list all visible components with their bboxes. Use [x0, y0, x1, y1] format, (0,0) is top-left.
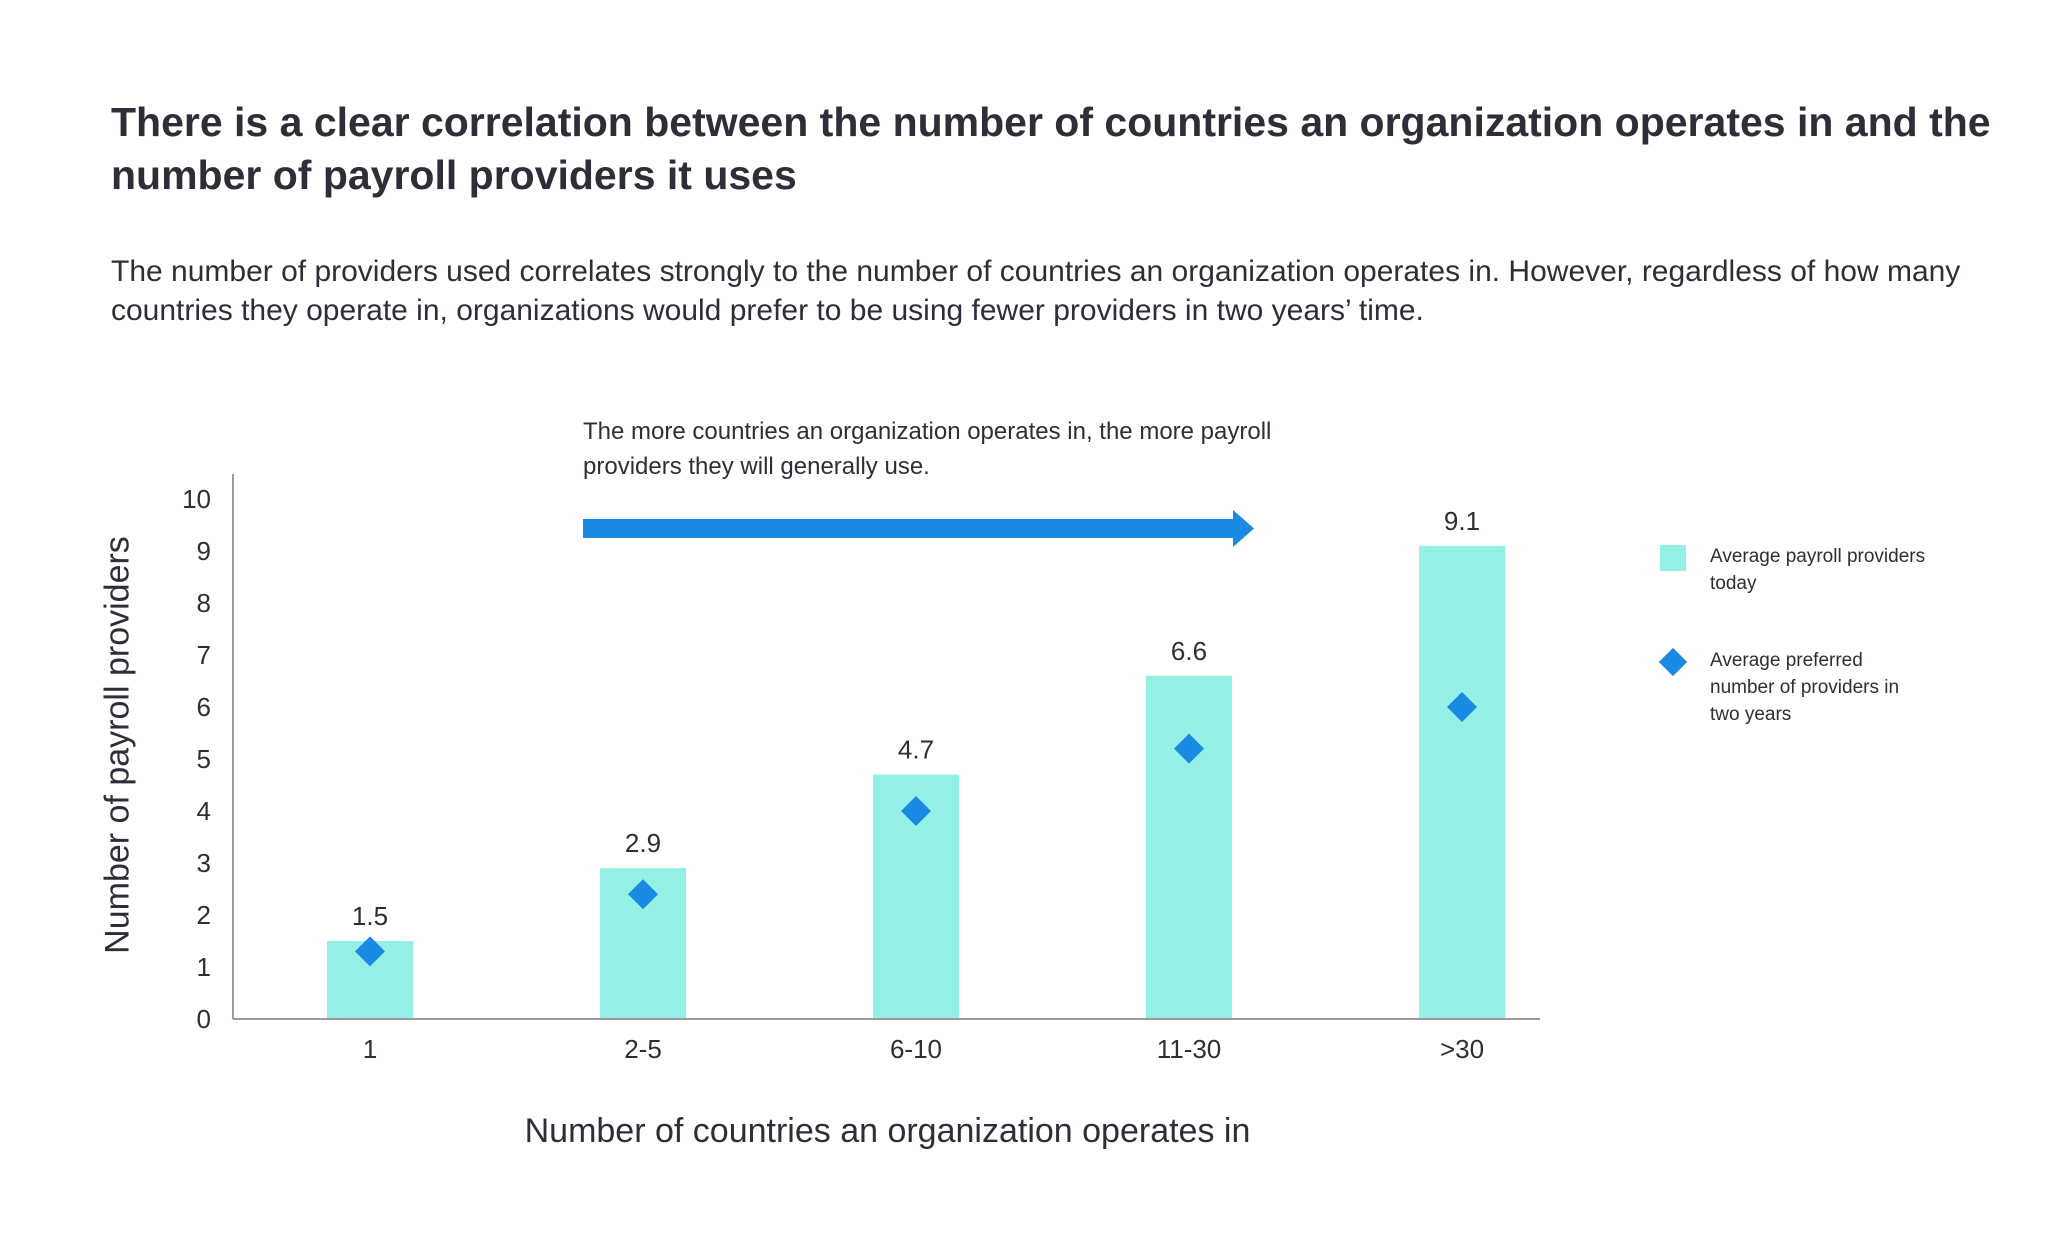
y-tick-label-1: 1: [197, 952, 211, 982]
legend-label-preferred: Average preferred number of providers in…: [1710, 650, 1900, 725]
legend-swatch-square-icon: [1660, 545, 1686, 571]
y-tick-label-0: 0: [197, 1004, 211, 1034]
legend-diamond-icon: [1658, 647, 1688, 677]
trend-arrow-head: [1233, 510, 1254, 547]
preferred-marker-4: [1447, 692, 1477, 722]
x-tick-label-3: 11-30: [1157, 1034, 1222, 1064]
trend-arrow: [583, 510, 1254, 547]
preferred-marker-1: [628, 879, 658, 910]
bar-value-label-1: 2.9: [625, 828, 661, 858]
preferred-marker-0: [355, 936, 385, 967]
y-axis-label: Number of payroll providers: [98, 536, 137, 954]
y-tick-label-8: 8: [197, 588, 211, 618]
y-tick-label-3: 3: [197, 848, 211, 878]
chart-subtitle: The number of providers used correlates …: [111, 255, 1961, 327]
axes-group: [232, 474, 1540, 1020]
legend: Average payroll providers today Average …: [1658, 543, 2020, 778]
y-tick-label-4: 4: [197, 796, 211, 826]
y-tick-label-7: 7: [197, 640, 211, 670]
bars-group: [327, 545, 1505, 1019]
legend-label-today: Average payroll providers today: [1710, 546, 1926, 594]
x-tick-label-1: 2-5: [624, 1034, 662, 1064]
legend-item-today: Average payroll providers today: [1660, 543, 2020, 597]
y-tick-label-6: 6: [197, 692, 211, 722]
x-tick-label-2: 6-10: [890, 1034, 942, 1064]
x-tick-label-0: 1: [363, 1034, 377, 1064]
preferred-marker-3: [1174, 733, 1204, 764]
ticks-group: 1 2-5 6-10 11-30 >30 0 1 2 3 4 5 6 7 8 9 10: [182, 484, 1484, 1064]
trend-annotation: The more countries an organization opera…: [583, 418, 1272, 480]
y-tick-label-10: 10: [182, 484, 211, 514]
bar-value-label-2: 4.7: [898, 735, 934, 765]
y-tick-label-5: 5: [197, 744, 211, 774]
preferred-marker-2: [901, 796, 931, 826]
x-axis-label: Number of countries an organization oper…: [524, 1112, 1251, 1150]
markers-group: [355, 692, 1477, 967]
bar-4: [1419, 545, 1505, 1019]
bar-value-label-0: 1.5: [352, 901, 388, 931]
x-tick-label-4: >30: [1440, 1034, 1484, 1064]
bar-value-label-3: 6.6: [1171, 636, 1207, 666]
legend-item-preferred: Average preferred number of providers in…: [1658, 647, 2020, 728]
y-tick-label-2: 2: [197, 900, 211, 930]
y-tick-label-9: 9: [197, 536, 211, 566]
bar-3: [1146, 675, 1232, 1019]
chart-title: There is a clear correlation between the…: [111, 99, 1991, 198]
bar-value-label-4: 9.1: [1444, 506, 1480, 536]
labels-group: 1.5 2.9 4.7 6.6 9.1: [352, 506, 1480, 931]
trend-arrow-shaft: [583, 519, 1238, 538]
